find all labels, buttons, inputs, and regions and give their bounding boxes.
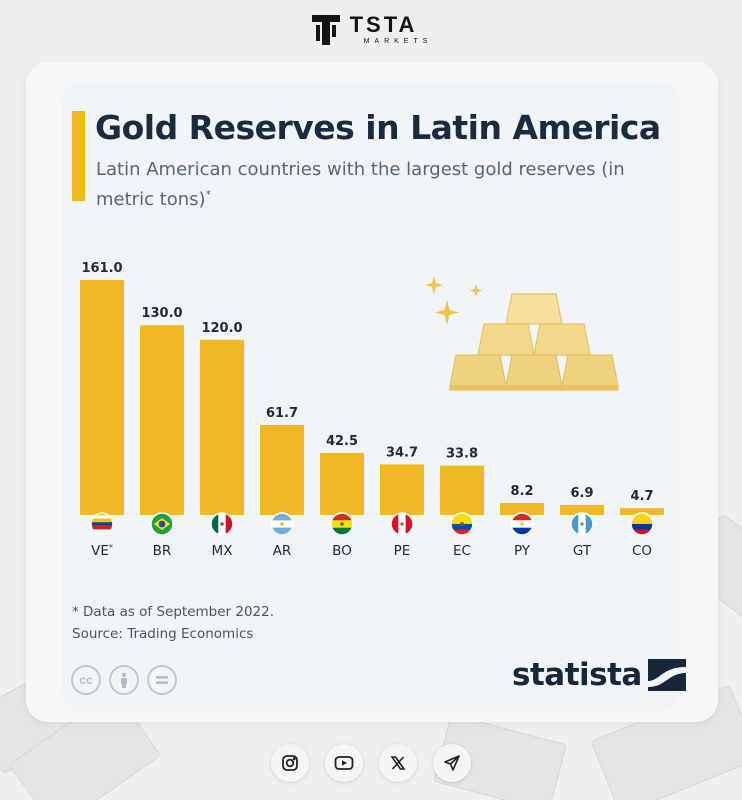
publisher-name: statista bbox=[512, 657, 642, 693]
flag-ring bbox=[330, 512, 354, 536]
chart-subtitle: Latin American countries with the larges… bbox=[96, 157, 656, 212]
value-label: 120.0 bbox=[201, 321, 242, 336]
attribution-icon[interactable] bbox=[109, 665, 139, 695]
instagram-icon[interactable] bbox=[271, 744, 309, 782]
subtitle-footnote-mark: * bbox=[205, 188, 212, 201]
brand-sub: MARKETS bbox=[363, 38, 433, 45]
flag-ring bbox=[90, 512, 114, 536]
argentina-flag-icon bbox=[271, 513, 293, 535]
footnote: * Data as of September 2022. bbox=[72, 604, 275, 620]
value-label: 6.9 bbox=[570, 486, 593, 501]
value-label: 8.2 bbox=[510, 484, 533, 499]
flag-ring bbox=[510, 512, 534, 536]
value-label: 161.0 bbox=[81, 261, 122, 276]
x-icon[interactable] bbox=[379, 744, 417, 782]
bar-ve bbox=[80, 280, 124, 515]
bar-pe bbox=[380, 464, 424, 515]
chart-title: Gold Reserves in Latin America bbox=[95, 108, 661, 147]
sparkle-icon bbox=[425, 276, 482, 325]
value-label: 34.7 bbox=[386, 445, 418, 460]
source-note: Source: Trading Economics bbox=[72, 626, 254, 642]
bolivia-flag-icon bbox=[331, 513, 353, 535]
statista-mark-icon bbox=[647, 659, 686, 691]
category-footnote-mark: * bbox=[109, 543, 113, 552]
bar-chart: 161.0 VE* 130.0 BR 120.0 MX 61.7 AR 42.5 BO 34.7 PE… bbox=[80, 261, 664, 559]
value-label: 42.5 bbox=[326, 434, 358, 449]
value-label: 61.7 bbox=[266, 406, 298, 421]
category-label: CO bbox=[632, 543, 652, 559]
bar-mx bbox=[200, 339, 244, 515]
flag-ring bbox=[270, 512, 294, 536]
paraguay-flag-icon bbox=[511, 513, 533, 535]
brazil-flag-icon bbox=[151, 513, 173, 535]
brand-header: TSTA MARKETS bbox=[0, 8, 742, 52]
flag-ring bbox=[210, 512, 234, 536]
colombia-flag-icon bbox=[631, 513, 653, 535]
social-links bbox=[0, 744, 742, 782]
bar-ec bbox=[440, 465, 484, 515]
title-accent-bar bbox=[72, 111, 85, 201]
category-label: EC bbox=[453, 543, 471, 559]
no-derivatives-icon[interactable] bbox=[147, 665, 177, 695]
tsta-logo-icon bbox=[311, 15, 340, 45]
value-label: 33.8 bbox=[446, 447, 478, 462]
ecuador-flag-icon bbox=[451, 513, 473, 535]
category-label: PY bbox=[514, 543, 531, 559]
license-icons: cc bbox=[71, 665, 177, 695]
flag-ring bbox=[150, 512, 174, 536]
youtube-icon[interactable] bbox=[325, 744, 363, 782]
subtitle-text: Latin American countries with the larges… bbox=[96, 159, 625, 210]
bar-gt bbox=[560, 504, 604, 515]
flag-ring bbox=[570, 512, 594, 536]
bar-bo bbox=[320, 452, 364, 515]
bar-ar bbox=[260, 424, 304, 515]
bar-py bbox=[500, 503, 544, 515]
category-label: PE bbox=[394, 543, 411, 559]
flag-ring bbox=[630, 512, 654, 536]
telegram-icon[interactable] bbox=[433, 744, 471, 782]
creative-commons-icon[interactable]: cc bbox=[71, 665, 101, 695]
gold-bar-stack bbox=[449, 293, 619, 391]
category-label: BR bbox=[153, 543, 172, 559]
category-label: AR bbox=[273, 543, 292, 559]
mexico-flag-icon bbox=[211, 513, 233, 535]
statista-logo[interactable]: statista bbox=[512, 657, 686, 693]
flag-ring bbox=[450, 512, 474, 536]
gold-bars-illustration bbox=[425, 276, 619, 391]
flag-ring bbox=[390, 512, 414, 536]
guatemala-flag-icon bbox=[571, 513, 593, 535]
bar-br bbox=[140, 325, 184, 515]
chart-notes: * Data as of September 2022. Source: Tra… bbox=[72, 601, 274, 645]
value-label: 4.7 bbox=[630, 489, 653, 504]
category-label: GT bbox=[573, 543, 592, 559]
category-label: BO bbox=[332, 543, 352, 559]
bar-co bbox=[620, 508, 664, 515]
peru-flag-icon bbox=[391, 513, 413, 535]
venezuela-flag-icon bbox=[91, 518, 113, 530]
value-label: 130.0 bbox=[141, 306, 182, 321]
category-label: VE* bbox=[91, 543, 113, 559]
brand-name: TSTA bbox=[349, 12, 418, 37]
category-label: MX bbox=[212, 543, 233, 559]
